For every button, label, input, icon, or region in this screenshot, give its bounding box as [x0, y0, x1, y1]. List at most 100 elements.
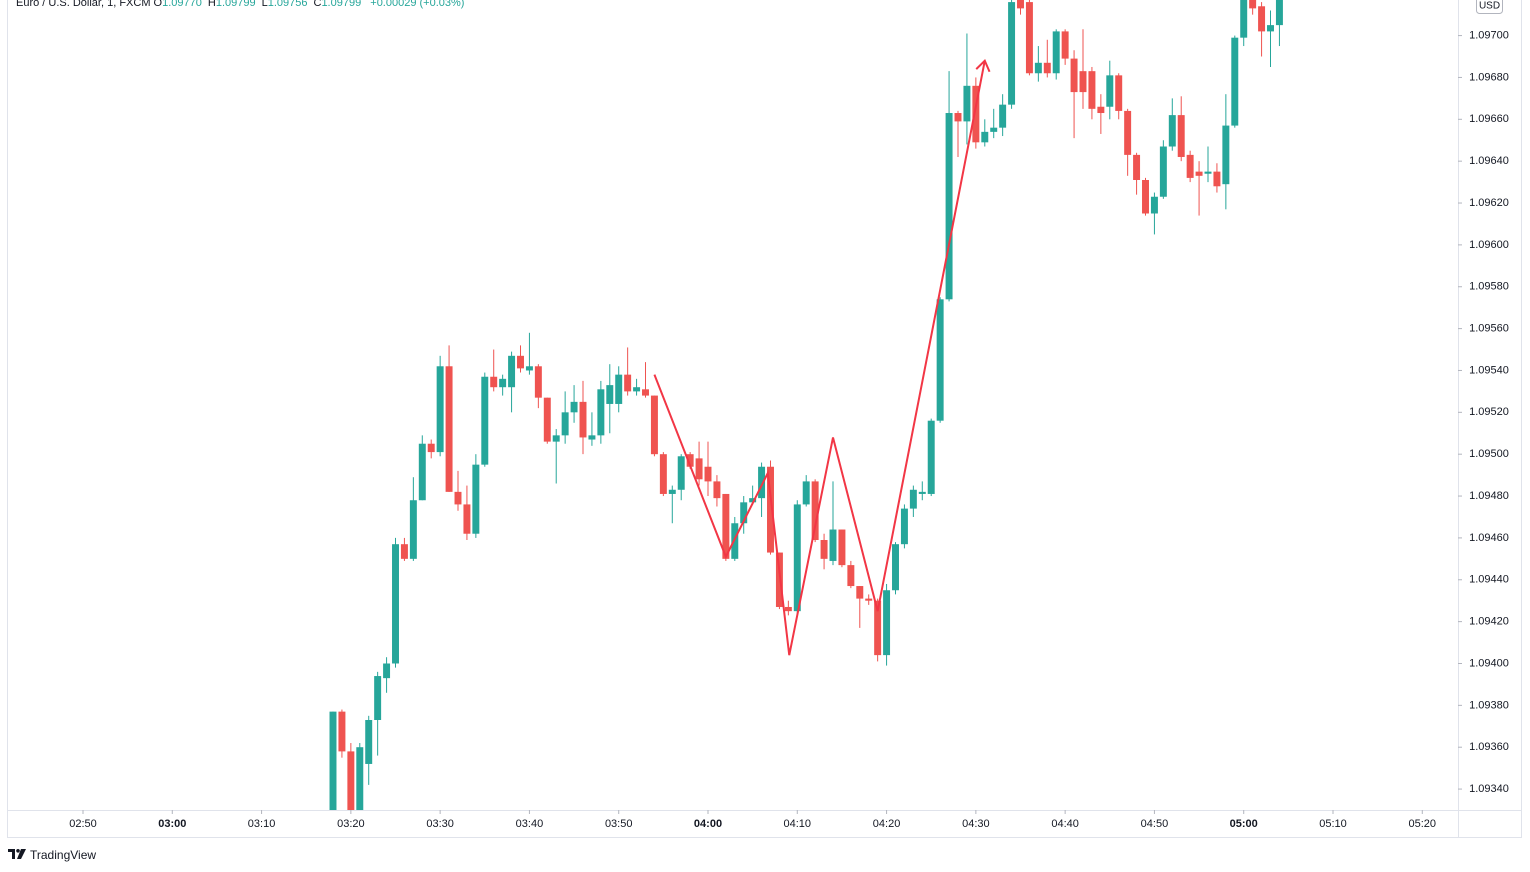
- candle-body: [436, 366, 444, 453]
- candle-body: [1088, 71, 1096, 109]
- y-tick-label: 1.09420: [1469, 616, 1509, 628]
- candle-body: [392, 544, 399, 664]
- candle-body: [1150, 196, 1158, 214]
- x-tick-label: 03:10: [248, 818, 276, 830]
- candle-body: [1177, 115, 1185, 157]
- candle-body: [758, 466, 766, 499]
- y-tick-label: 1.09480: [1469, 490, 1509, 502]
- y-tick-label: 1.09360: [1469, 741, 1509, 753]
- candle-body: [856, 586, 864, 599]
- y-tick-label: 1.09560: [1469, 323, 1509, 335]
- candle-body: [1070, 58, 1078, 93]
- x-tick-label: 04:20: [873, 818, 901, 830]
- candle-body: [1061, 31, 1069, 59]
- ohlc-value: 1.09799: [215, 0, 256, 9]
- candle-body: [347, 751, 355, 810]
- candle-body: [624, 374, 632, 392]
- candle-body: [633, 387, 641, 392]
- candle-body: [704, 466, 712, 482]
- currency-label: USD: [1479, 1, 1500, 12]
- y-tick-label: 1.09460: [1469, 532, 1509, 544]
- candle-body: [686, 454, 694, 467]
- candle-body: [597, 389, 605, 436]
- ohlc-value: 1.09770: [162, 0, 202, 9]
- candle-body: [722, 493, 730, 559]
- y-tick-label: 1.09660: [1469, 113, 1509, 125]
- x-tick-label: 03:20: [337, 818, 365, 830]
- candle-body: [802, 481, 810, 505]
- candle-body: [883, 590, 891, 656]
- y-tick-label: 1.09380: [1469, 699, 1509, 711]
- x-tick-label: 04:30: [962, 818, 990, 830]
- plot-area: [329, 0, 1283, 810]
- candle-body: [1142, 180, 1149, 214]
- candle-body: [570, 401, 578, 413]
- candle-body: [1052, 31, 1060, 74]
- candle-body: [561, 412, 569, 436]
- candle-body: [517, 355, 524, 369]
- candle-body: [1168, 115, 1176, 147]
- candle-body: [463, 504, 471, 534]
- x-tick-label: 05:00: [1230, 818, 1258, 830]
- y-tick-label: 1.09680: [1469, 71, 1509, 83]
- candle-body: [418, 443, 426, 501]
- candle-body: [1124, 110, 1132, 155]
- ohlc-key: C: [313, 0, 322, 9]
- ohlc-key: O: [153, 0, 163, 9]
- candle-body: [1017, 0, 1024, 9]
- ohlc-value: 1.09756: [267, 0, 308, 9]
- x-tick-label: 03:00: [158, 818, 186, 830]
- candle-body: [695, 458, 703, 480]
- candle-body: [829, 529, 837, 561]
- candle-body: [1115, 75, 1123, 111]
- zigzag-drawing: [653, 60, 986, 656]
- x-tick-label: 04:50: [1141, 818, 1169, 830]
- x-tick-label: 03:30: [426, 818, 454, 830]
- x-tick-label: 05:20: [1409, 818, 1437, 830]
- candle-body: [1106, 75, 1114, 107]
- candle-body: [508, 355, 516, 388]
- candle-body: [490, 376, 498, 388]
- candle-body: [534, 366, 542, 398]
- candle-body: [740, 502, 748, 524]
- y-tick-label: 1.09520: [1469, 406, 1509, 418]
- candle-body: [865, 598, 873, 601]
- candle-body: [543, 397, 551, 442]
- candle-body: [338, 711, 346, 752]
- candle-body: [650, 395, 658, 455]
- candle-body: [659, 454, 667, 494]
- y-tick-label: 1.09500: [1469, 448, 1509, 460]
- y-tick-label: 1.09580: [1469, 281, 1509, 293]
- y-tick-label: 1.09440: [1469, 574, 1509, 586]
- brand-logo: [8, 849, 26, 859]
- ohlc-key: L: [261, 0, 268, 9]
- candle-body: [847, 565, 855, 587]
- candle-body: [1249, 0, 1257, 9]
- candle-body: [820, 540, 828, 559]
- y-tick-label: 1.09620: [1469, 197, 1509, 209]
- candle-body: [525, 366, 533, 371]
- candle-body: [409, 500, 417, 559]
- candle-body: [972, 85, 980, 143]
- x-tick-label: 05:10: [1319, 818, 1347, 830]
- candle-body: [400, 544, 408, 559]
- candle-body: [606, 385, 614, 404]
- y-tick-label: 1.09540: [1469, 364, 1509, 376]
- y-tick-label: 1.09400: [1469, 657, 1509, 669]
- candle-body: [365, 720, 373, 764]
- currency-box: [1476, 0, 1503, 14]
- ohlc-values: O1.09770 H1.09799 L1.09756 C1.09799: [154, 0, 368, 9]
- candle-body: [1079, 71, 1087, 93]
- candle-body: [668, 489, 676, 494]
- symbol-legend: Euro / U.S. Dollar, 1, FXCM O1.09770 H1.0…: [16, 0, 470, 9]
- candle-body: [454, 491, 462, 505]
- candle-body: [1213, 171, 1221, 187]
- symbol-title: Euro / U.S. Dollar, 1, FXCM: [16, 0, 151, 9]
- change-value: +0.00029 (+0.03%): [370, 0, 465, 9]
- brand-name: TradingView: [30, 848, 97, 862]
- ohlc-value: 1.09799: [321, 0, 362, 9]
- x-tick-label: 03:50: [605, 818, 633, 830]
- candle-body: [874, 600, 882, 656]
- candle-body: [918, 491, 926, 494]
